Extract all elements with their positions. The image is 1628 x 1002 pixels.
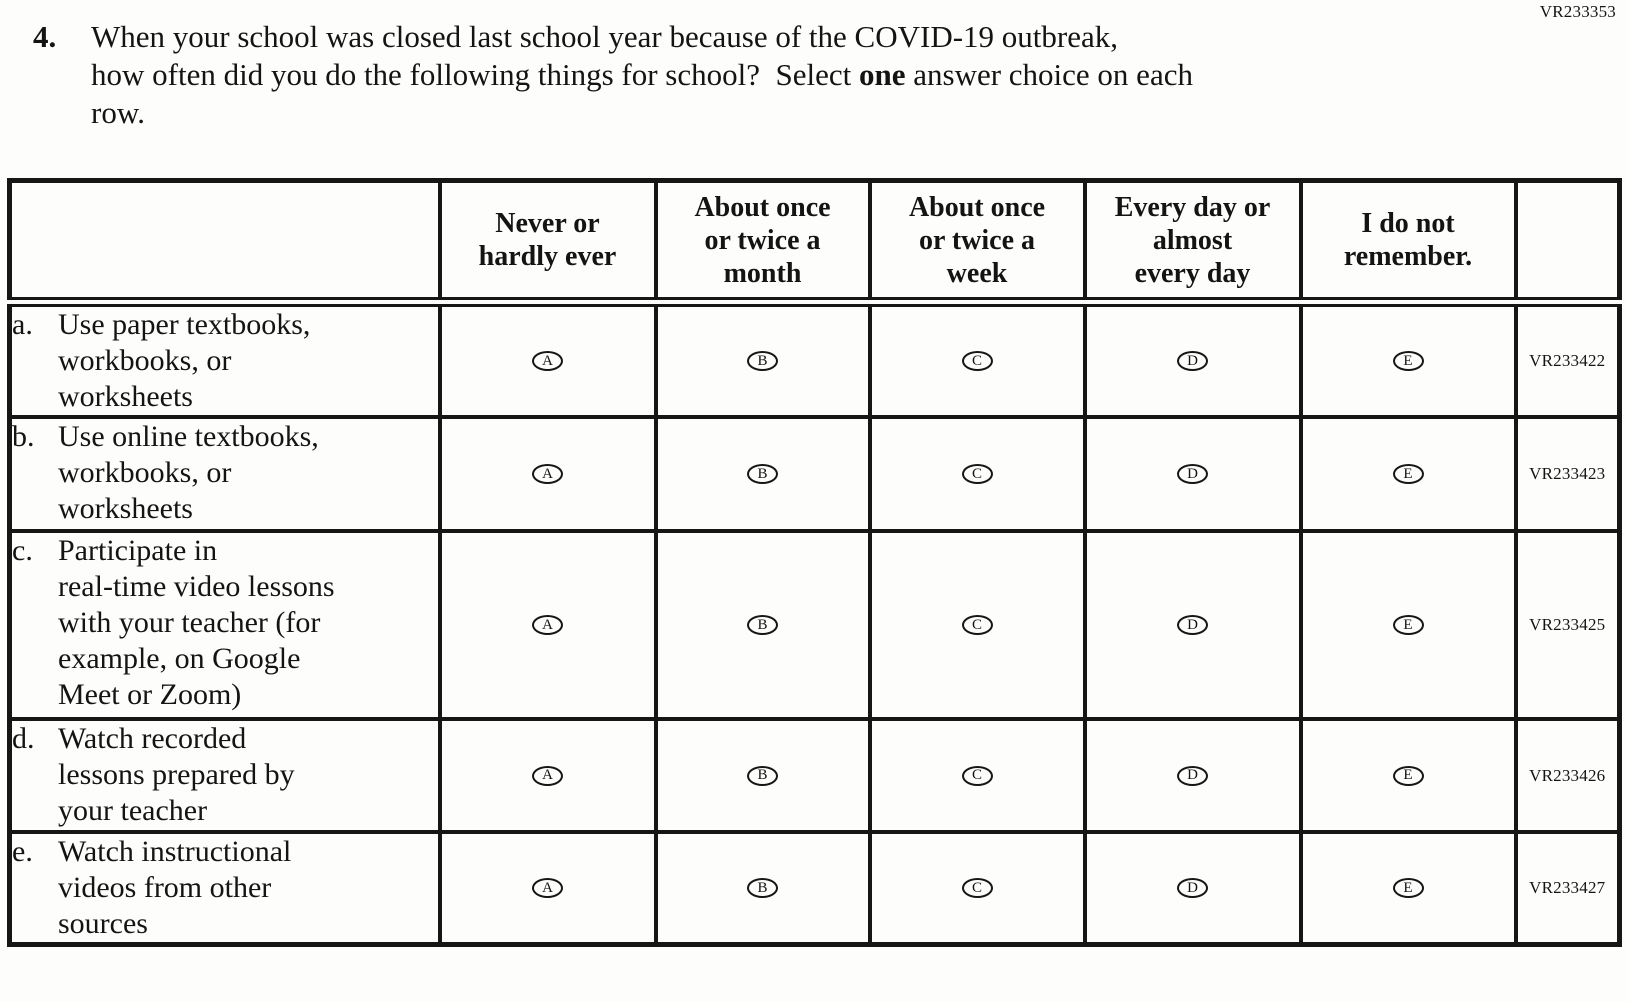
bubble-option-a[interactable]: A: [532, 765, 563, 786]
header-every-day: Every day or almost every day: [1082, 178, 1303, 307]
item-label-c: c. Participate in real-time video lesson…: [7, 529, 442, 721]
answer-cell-a-week: C: [867, 300, 1087, 419]
answer-cell-c-never: A: [437, 529, 658, 721]
bubble-option-c[interactable]: C: [961, 464, 993, 484]
question-line-2: how often did you do the following thing…: [91, 57, 1193, 92]
question-block: 4. When your school was closed last scho…: [33, 18, 1193, 132]
item-label-d: d. Watch recorded lessons prepared by yo…: [7, 717, 442, 834]
table-row-d: d. Watch recorded lessons prepared by yo…: [7, 717, 1622, 834]
bubble-option-c[interactable]: C: [961, 351, 993, 371]
answer-cell-e-remember: E: [1298, 830, 1518, 947]
bubble-option-a[interactable]: A: [532, 615, 563, 635]
bubble-option-d[interactable]: D: [1177, 878, 1208, 898]
bubble-option-b[interactable]: B: [747, 615, 778, 635]
row-code-e: VR233427: [1513, 830, 1622, 947]
header-once-twice-month: About once or twice a month: [653, 178, 872, 307]
bubble-option-e[interactable]: E: [1392, 878, 1424, 898]
answer-cell-d-week: C: [867, 717, 1087, 834]
bubble-option-e[interactable]: E: [1392, 615, 1424, 635]
answer-cell-b-never: A: [437, 415, 658, 533]
item-label-e: e. Watch instructional videos from other…: [7, 830, 442, 947]
answer-cell-e-month: B: [653, 830, 872, 947]
bubble-option-c[interactable]: C: [961, 765, 993, 786]
answer-cell-a-everyday: D: [1082, 300, 1303, 419]
header-code-blank: [1513, 178, 1622, 307]
row-code-a: VR233422: [1513, 300, 1622, 419]
answer-cell-e-never: A: [437, 830, 658, 947]
bubble-option-d[interactable]: D: [1177, 765, 1208, 786]
table-row-e: e. Watch instructional videos from other…: [7, 830, 1622, 947]
answer-grid: Never or hardly ever About once or twice…: [7, 178, 1622, 947]
question-line-3: row.: [91, 95, 145, 130]
bubble-option-d[interactable]: D: [1177, 464, 1208, 484]
answer-cell-b-month: B: [653, 415, 872, 533]
question-number: 4.: [33, 19, 57, 54]
table-row-b: b. Use online textbooks, workbooks, or w…: [7, 415, 1622, 533]
bubble-option-a[interactable]: A: [532, 464, 563, 484]
bubble-option-a[interactable]: A: [532, 351, 563, 371]
bubble-option-e[interactable]: E: [1392, 765, 1424, 786]
table-row-c: c. Participate in real-time video lesson…: [7, 529, 1622, 721]
bubble-option-e[interactable]: E: [1392, 464, 1424, 484]
answer-cell-a-month: B: [653, 300, 872, 419]
bubble-option-b[interactable]: B: [747, 351, 778, 371]
header-row: Never or hardly ever About once or twice…: [7, 178, 1622, 307]
answer-cell-a-remember: E: [1298, 300, 1518, 419]
answer-cell-d-everyday: D: [1082, 717, 1303, 834]
header-once-twice-week: About once or twice a week: [867, 178, 1087, 307]
answer-cell-a-never: A: [437, 300, 658, 419]
answer-cell-e-week: C: [867, 830, 1087, 947]
bubble-option-b[interactable]: B: [747, 765, 778, 786]
answer-cell-d-never: A: [437, 717, 658, 834]
page-code: VR233353: [1539, 2, 1616, 21]
row-code-b: VR233423: [1513, 415, 1622, 533]
item-label-a: a. Use paper textbooks, workbooks, or wo…: [7, 300, 442, 419]
bubble-option-d[interactable]: D: [1177, 351, 1208, 371]
row-code-c: VR233425: [1513, 529, 1622, 721]
answer-cell-c-week: C: [867, 529, 1087, 721]
table-row-a: a. Use paper textbooks, workbooks, or wo…: [7, 300, 1622, 419]
answer-cell-c-everyday: D: [1082, 529, 1303, 721]
bubble-option-d[interactable]: D: [1177, 615, 1208, 635]
bubble-option-b[interactable]: B: [747, 464, 778, 484]
question-line-1: When your school was closed last school …: [91, 19, 1118, 54]
answer-cell-b-week: C: [867, 415, 1087, 533]
header-blank: [7, 178, 442, 307]
answer-cell-c-month: B: [653, 529, 872, 721]
answer-cell-b-remember: E: [1298, 415, 1518, 533]
bubble-option-b[interactable]: B: [747, 878, 778, 898]
item-label-b: b. Use online textbooks, workbooks, or w…: [7, 415, 442, 533]
row-code-d: VR233426: [1513, 717, 1622, 834]
answer-cell-d-month: B: [653, 717, 872, 834]
bubble-option-c[interactable]: C: [961, 615, 993, 635]
answer-cell-d-remember: E: [1298, 717, 1518, 834]
header-do-not-remember: I do not remember.: [1298, 178, 1518, 307]
answer-cell-b-everyday: D: [1082, 415, 1303, 533]
question-text: When your school was closed last school …: [91, 18, 1193, 132]
answer-cell-e-everyday: D: [1082, 830, 1303, 947]
answer-cell-c-remember: E: [1298, 529, 1518, 721]
bubble-option-e[interactable]: E: [1392, 351, 1424, 371]
bubble-option-a[interactable]: A: [532, 878, 563, 898]
bubble-option-c[interactable]: C: [961, 878, 993, 898]
header-never: Never or hardly ever: [437, 178, 658, 307]
question-bold-word: one: [859, 57, 906, 92]
